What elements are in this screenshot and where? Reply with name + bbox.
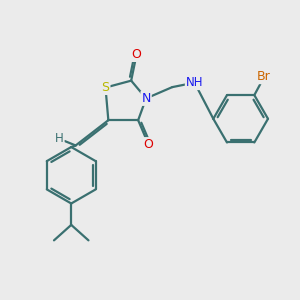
Text: N: N xyxy=(141,92,151,105)
Text: S: S xyxy=(101,81,110,94)
Text: O: O xyxy=(132,48,142,61)
Text: Br: Br xyxy=(256,70,270,83)
Text: NH: NH xyxy=(186,76,203,89)
Text: O: O xyxy=(144,138,154,151)
Text: H: H xyxy=(55,131,64,145)
